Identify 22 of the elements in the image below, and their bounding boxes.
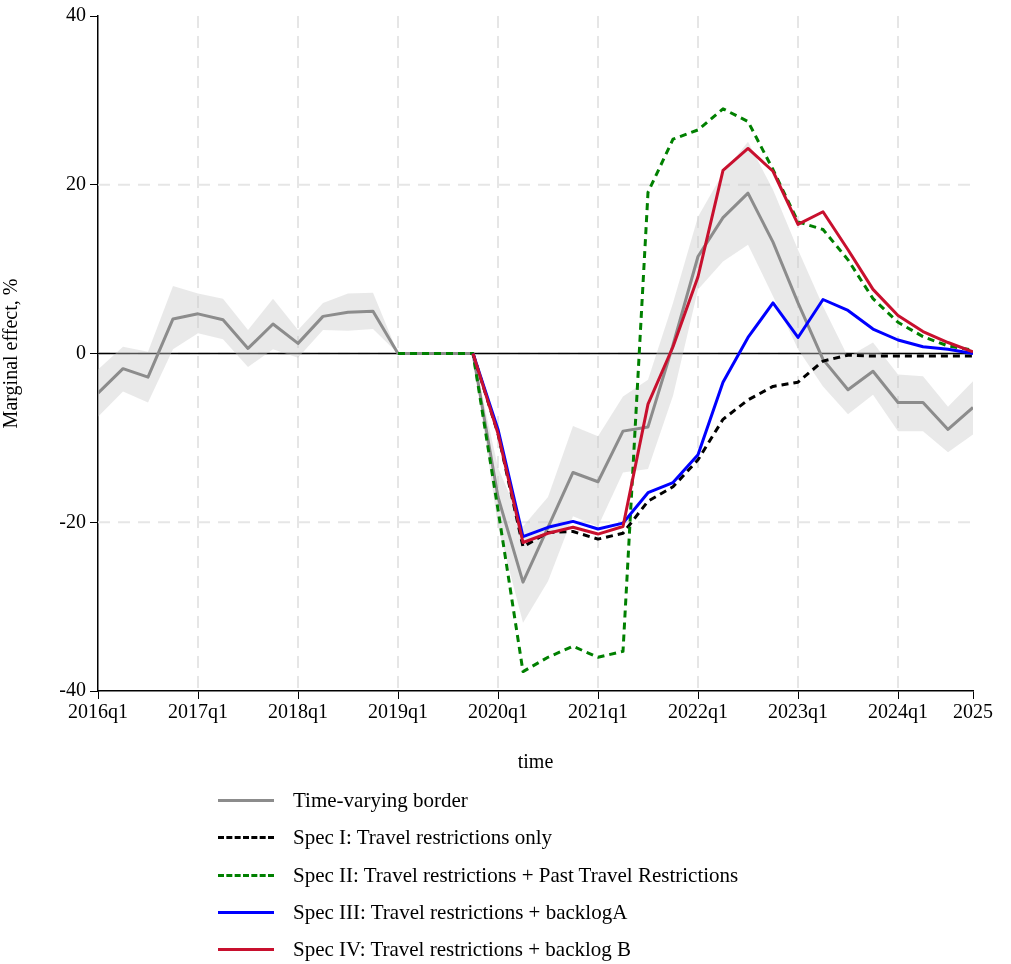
y-tick-label: -20 (59, 509, 86, 532)
x-tick-label: 2021q1 (568, 700, 628, 724)
x-tick-label: 2017q1 (168, 700, 228, 724)
y-tick-label: 40 (66, 3, 86, 26)
x-tick-label: 2022q1 (668, 700, 728, 724)
x-axis-title: time (517, 750, 554, 773)
y-tick-label: -40 (59, 678, 86, 701)
legend-label: Spec IV: Travel restrictions + backlog B (293, 937, 632, 963)
x-tick-label: 2025 (953, 700, 993, 723)
legend-label: Spec I: Travel restrictions only (293, 825, 552, 851)
y-axis-title: Marginal effect, % (0, 278, 23, 429)
x-tick-label: 2019q1 (368, 700, 428, 724)
x-tick-label: 2020q1 (468, 700, 528, 724)
y-tick-label: 20 (66, 172, 86, 194)
x-tick-label: 2018q1 (268, 700, 328, 724)
y-tick-label: 0 (76, 340, 86, 363)
x-tick-label: 2016q1 (68, 700, 128, 724)
legend-label: Spec II: Travel restrictions + Past Travel Restrictions (293, 862, 739, 888)
x-tick-label: 2023q1 (768, 700, 828, 724)
legend-label: Spec III: Travel restrictions + backlogA (293, 900, 628, 926)
legend-label: Time-varying border (293, 788, 468, 814)
x-tick-label: 2024q1 (868, 700, 928, 724)
